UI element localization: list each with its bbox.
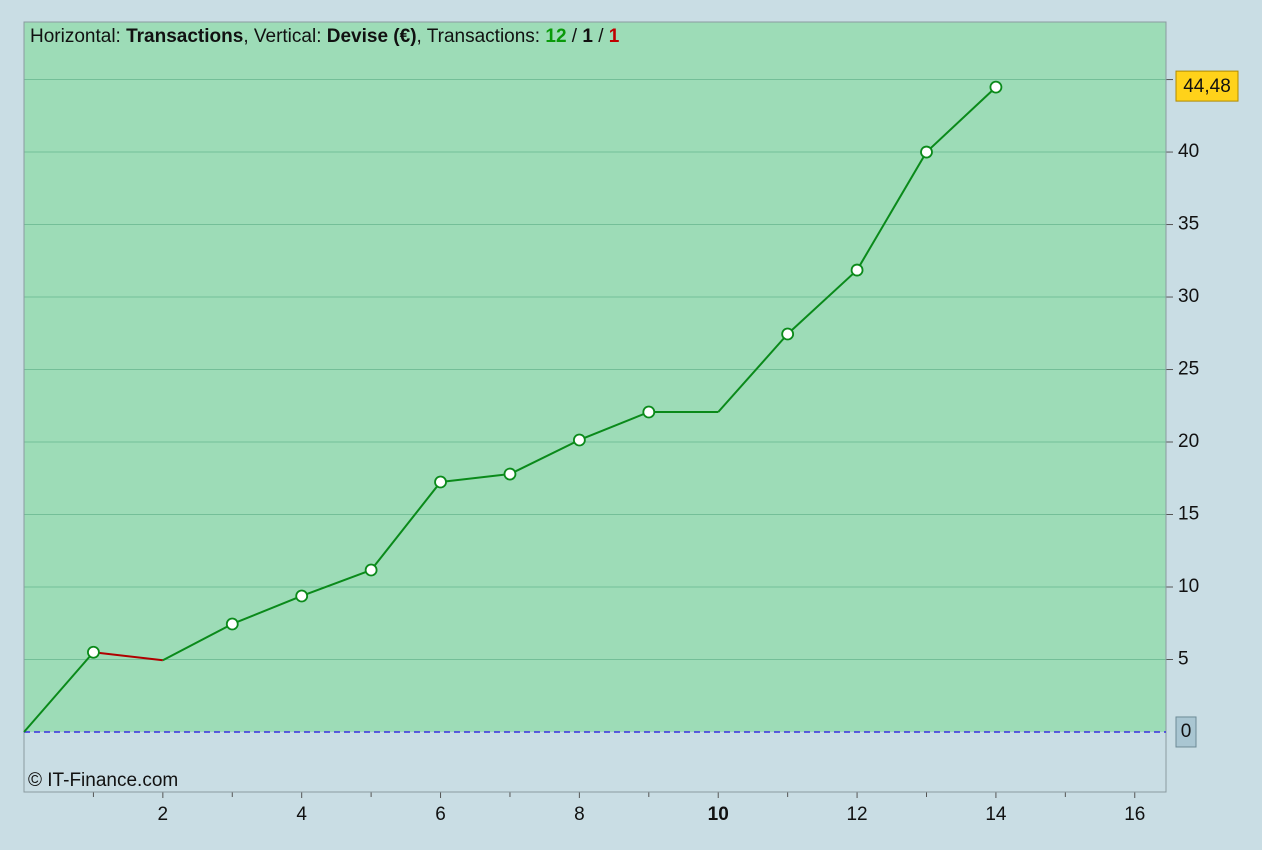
title-part: / (593, 26, 609, 47)
point (295, 589, 309, 603)
x-tick-label: 6 (435, 804, 446, 825)
point (87, 645, 100, 659)
title-part: Transactions (126, 26, 243, 47)
x-tick-label: 10 (708, 804, 729, 825)
x-tick-label: 4 (296, 804, 307, 825)
value-badge (1175, 70, 1239, 102)
y-tick-label: 15 (1178, 504, 1199, 525)
point (920, 145, 933, 159)
title-part: / (567, 26, 583, 47)
watermark: © IT-Finance.com (28, 770, 178, 791)
y-tick-label: 40 (1178, 141, 1199, 162)
x-tick-label: 8 (574, 804, 585, 825)
title-part: 1 (582, 26, 593, 47)
line-segment (786, 269, 858, 335)
line-segment (231, 595, 303, 625)
line-segment (717, 333, 789, 413)
plot-area (24, 22, 1166, 792)
y-tick-label: 20 (1178, 431, 1199, 452)
title-part: , Transactions: (417, 26, 546, 47)
x-tick-label: 2 (158, 804, 169, 825)
point (850, 263, 864, 277)
point (572, 433, 586, 447)
line-segment (925, 86, 997, 153)
line-segment (509, 439, 580, 475)
chart-title: Horizontal: Transactions, Vertical: Devi… (30, 26, 620, 47)
plot-border (23, 21, 1167, 793)
negative-area (24, 731, 1166, 792)
positive-area (24, 22, 1166, 732)
point (225, 617, 239, 631)
line-segment (162, 623, 233, 662)
line-segment (93, 651, 163, 662)
y-tick-label: 25 (1178, 359, 1199, 380)
x-tick-label: 12 (846, 804, 867, 825)
title-part: 1 (609, 26, 620, 47)
title-part: 12 (545, 26, 566, 47)
line-segment (370, 481, 442, 571)
line-segment (440, 473, 511, 484)
y-tick-label: 5 (1178, 649, 1189, 670)
line-segment (579, 411, 650, 441)
title-part: Devise (€) (327, 26, 417, 47)
y-tick-label: 10 (1178, 576, 1199, 597)
y-tick-label: 30 (1178, 286, 1199, 307)
title-part: Horizontal: (30, 26, 126, 47)
zero-badge (1175, 716, 1197, 748)
zero-label: 0 (1181, 721, 1192, 742)
x-tick-label: 16 (1124, 804, 1145, 825)
point (989, 80, 1003, 94)
point (642, 405, 656, 419)
line-segment (301, 569, 372, 597)
x-tick-label: 14 (985, 804, 1007, 825)
line-segment (23, 651, 95, 733)
title-part: , Vertical: (243, 26, 326, 47)
y-tick-label: 35 (1178, 214, 1199, 235)
point (503, 467, 517, 481)
line-segment (856, 151, 928, 271)
point (434, 475, 447, 489)
point (364, 563, 378, 577)
point (781, 327, 795, 341)
value-label: 44,48 (1183, 76, 1231, 97)
